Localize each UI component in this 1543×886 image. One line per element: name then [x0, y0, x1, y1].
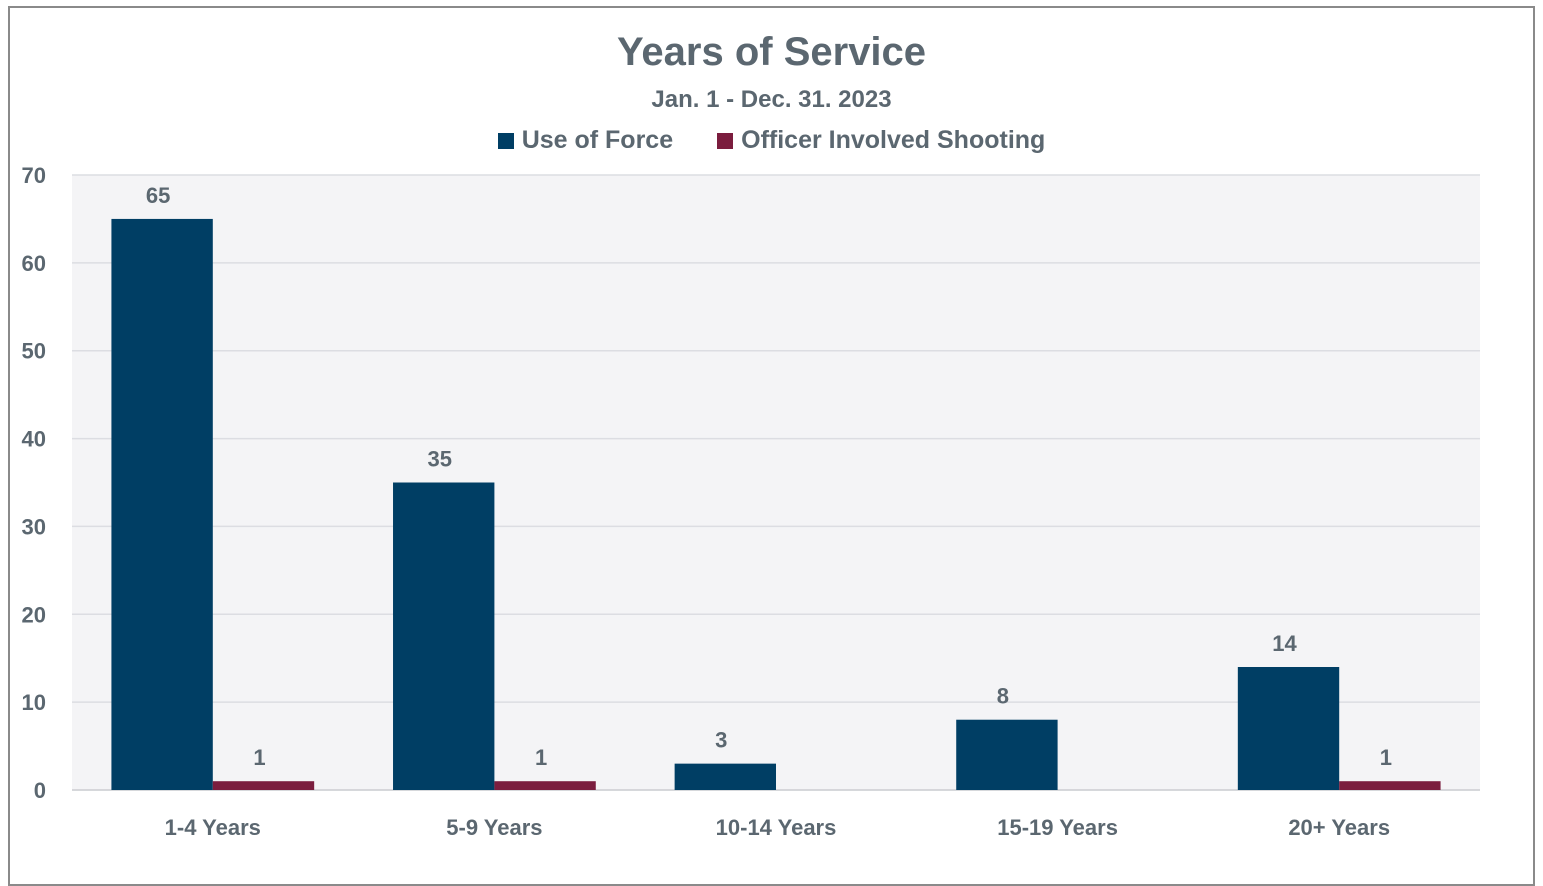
chart-subtitle: Jan. 1 - Dec. 31. 2023 — [651, 86, 892, 113]
x-tick-label-5-9-years: 5-9 Years — [446, 815, 542, 840]
y-tick-label-60: 60 — [22, 251, 46, 276]
y-tick-label-50: 50 — [22, 339, 46, 364]
x-tick-label-1-4-years: 1-4 Years — [165, 815, 261, 840]
data-label-5-9-years-use-of-force: 35 — [427, 447, 451, 472]
legend-item-officer-involved-shooting: Officer Involved Shooting — [717, 126, 1045, 155]
x-tick-label-15-19-years: 15-19 Years — [997, 815, 1118, 840]
data-label-1-4-years-officer-involved-shooting: 1 — [253, 745, 265, 770]
x-tick-label-20-years: 20+ Years — [1288, 815, 1390, 840]
legend-label-use-of-force: Use of Force — [521, 126, 674, 154]
data-label-5-9-years-officer-involved-shooting: 1 — [535, 745, 547, 770]
legend-item-use-of-force: Use of Force — [497, 126, 674, 155]
data-label-10-14-years-use-of-force: 3 — [715, 728, 727, 753]
data-label-15-19-years-use-of-force: 8 — [997, 684, 1009, 709]
bar-10-14-years-use-of-force — [674, 763, 776, 790]
bar-15-19-years-use-of-force — [956, 719, 1058, 790]
legend-label-officer-involved-shooting: Officer Involved Shooting — [741, 126, 1046, 154]
y-tick-label-10: 10 — [22, 690, 46, 715]
bar-5-9-years-use-of-force — [393, 482, 495, 790]
data-label-20-years-officer-involved-shooting: 1 — [1380, 745, 1392, 770]
bar-20-years-use-of-force — [1237, 667, 1340, 790]
bar-20-years-officer-involved-shooting — [1339, 781, 1441, 790]
y-tick-label-0: 0 — [34, 778, 46, 803]
data-label-20-years-use-of-force: 14 — [1272, 631, 1297, 656]
chart-title: Years of Service — [616, 30, 927, 74]
data-label-1-4-years-use-of-force: 65 — [146, 183, 170, 208]
legend-swatch-use-of-force — [497, 132, 514, 149]
bar-1-4-years-use-of-force — [111, 218, 213, 790]
legend-swatch-officer-involved-shooting — [717, 132, 734, 149]
y-tick-label-20: 20 — [22, 602, 46, 627]
x-tick-label-10-14-years: 10-14 Years — [716, 815, 837, 840]
bar-1-4-years-officer-involved-shooting — [212, 781, 315, 790]
y-tick-label-70: 70 — [22, 163, 46, 188]
y-tick-label-30: 30 — [22, 514, 46, 539]
legend: Use of Force Officer Involved Shooting — [0, 126, 1543, 155]
y-tick-label-40: 40 — [22, 427, 46, 452]
bar-5-9-years-officer-involved-shooting — [494, 781, 596, 790]
